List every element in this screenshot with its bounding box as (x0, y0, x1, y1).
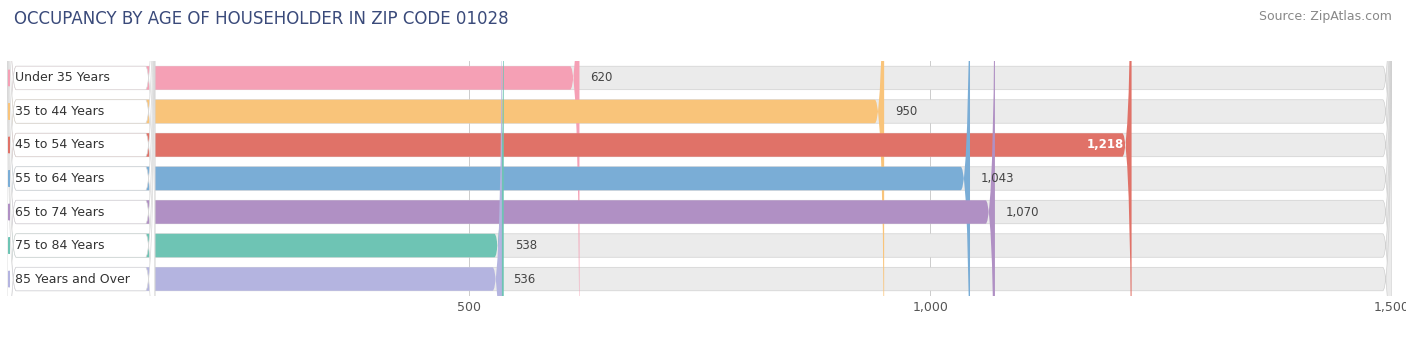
FancyBboxPatch shape (7, 0, 155, 340)
FancyBboxPatch shape (7, 0, 155, 340)
FancyBboxPatch shape (7, 0, 1392, 340)
FancyBboxPatch shape (7, 0, 1392, 340)
Text: Under 35 Years: Under 35 Years (15, 71, 110, 84)
Text: 950: 950 (896, 105, 918, 118)
FancyBboxPatch shape (7, 0, 884, 340)
FancyBboxPatch shape (7, 0, 579, 340)
Text: 45 to 54 Years: 45 to 54 Years (15, 138, 104, 152)
FancyBboxPatch shape (7, 0, 155, 340)
FancyBboxPatch shape (7, 0, 155, 340)
FancyBboxPatch shape (7, 0, 503, 340)
Text: 536: 536 (513, 273, 536, 286)
Text: 538: 538 (515, 239, 537, 252)
Text: 55 to 64 Years: 55 to 64 Years (15, 172, 104, 185)
Text: 65 to 74 Years: 65 to 74 Years (15, 205, 104, 219)
FancyBboxPatch shape (7, 0, 155, 340)
Text: 620: 620 (591, 71, 613, 84)
Text: Source: ZipAtlas.com: Source: ZipAtlas.com (1258, 10, 1392, 23)
FancyBboxPatch shape (7, 0, 1392, 340)
FancyBboxPatch shape (7, 0, 155, 340)
Text: 1,070: 1,070 (1007, 205, 1039, 219)
FancyBboxPatch shape (7, 0, 970, 340)
FancyBboxPatch shape (7, 0, 1392, 340)
FancyBboxPatch shape (7, 0, 995, 340)
FancyBboxPatch shape (7, 0, 155, 340)
FancyBboxPatch shape (7, 0, 1392, 340)
FancyBboxPatch shape (7, 0, 1392, 340)
FancyBboxPatch shape (7, 0, 1132, 340)
Text: 1,043: 1,043 (981, 172, 1015, 185)
Text: 85 Years and Over: 85 Years and Over (15, 273, 129, 286)
Text: OCCUPANCY BY AGE OF HOUSEHOLDER IN ZIP CODE 01028: OCCUPANCY BY AGE OF HOUSEHOLDER IN ZIP C… (14, 10, 509, 28)
Text: 1,218: 1,218 (1087, 138, 1125, 152)
FancyBboxPatch shape (7, 0, 1392, 340)
Text: 35 to 44 Years: 35 to 44 Years (15, 105, 104, 118)
Text: 75 to 84 Years: 75 to 84 Years (15, 239, 104, 252)
FancyBboxPatch shape (7, 0, 502, 340)
